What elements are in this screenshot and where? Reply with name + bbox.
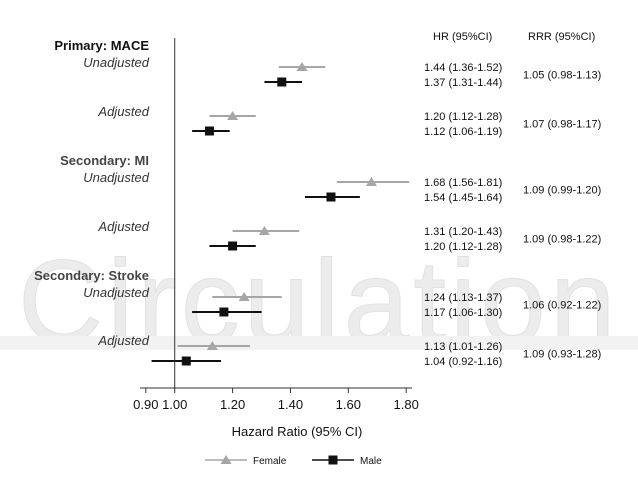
subgroup-label: Unadjusted [83,55,150,70]
rrr-column: 1.05 (0.98-1.13) 1.07 (0.98-1.17) 1.09 (0.… [523,70,601,361]
hr-value: 1.20 (1.12-1.28) [424,111,502,123]
x-tick-label: 1.20 [220,397,245,412]
hr-value: 1.13 (1.01-1.26) [424,341,502,353]
subgroup-label: Adjusted [97,219,149,234]
group-heading: Secondary: MI [60,153,149,168]
estimate-point [204,126,214,136]
estimate-point [296,62,308,71]
subgroup-label: Unadjusted [83,170,150,185]
hr-value: 1.44 (1.36-1.52) [424,62,502,74]
hr-value: 1.54 (1.45-1.64) [424,192,502,204]
estimate-point [326,192,336,202]
legend-marker [220,455,232,464]
subgroup-label: Adjusted [97,104,149,119]
rrr-value: 1.06 (0.92-1.22) [523,300,601,312]
hr-value: 1.12 (1.06-1.19) [424,126,502,138]
estimate-point [365,177,377,186]
subgroup-label: Unadjusted [83,285,150,300]
x-tick-label: 1.40 [278,397,303,412]
hr-value: 1.37 (1.31-1.44) [424,77,502,89]
estimate-point [238,292,250,301]
hr-value: 1.31 (1.20-1.43) [424,226,502,238]
rrr-value: 1.09 (0.98-1.22) [523,234,601,246]
estimate-point [227,111,239,120]
estimate-point [258,226,270,235]
x-axis-ticks: 0.90 1.00 1.20 1.40 1.60 1.80 [133,388,419,412]
x-tick-label: 1.60 [336,397,361,412]
estimate-point [206,341,218,350]
x-tick-label: 0.90 [133,397,158,412]
x-tick-label: 1.80 [394,397,419,412]
estimate-point [219,307,229,317]
rrr-value: 1.05 (0.98-1.13) [523,70,601,82]
estimate-marks [151,62,410,366]
hr-value: 1.68 (1.56-1.81) [424,177,502,189]
group-heading: Primary: MACE [54,38,149,53]
estimate-point [228,241,238,251]
x-axis-label: Hazard Ratio (95% CI) [232,424,363,439]
rrr-value: 1.09 (0.99-1.20) [523,185,601,197]
group-labels: Primary: MACE Unadjusted Adjusted Secondary… [34,38,150,348]
legend-label: Male [360,456,382,467]
estimate-point [277,77,287,87]
legend-marker [328,455,338,465]
watermark-band [0,336,638,350]
hr-column: 1.44 (1.36-1.52) 1.37 (1.31-1.44) 1.20 (1.… [424,62,502,368]
hr-value: 1.17 (1.06-1.30) [424,307,502,319]
rrr-column-header: RRR (95%CI) [528,31,595,43]
hr-value: 1.24 (1.13-1.37) [424,292,502,304]
rrr-value: 1.09 (0.93-1.28) [523,349,601,361]
estimate-point [181,356,191,366]
group-heading: Secondary: Stroke [34,268,149,283]
hr-column-header: HR (95%CI) [433,31,492,43]
hr-value: 1.20 (1.12-1.28) [424,241,502,253]
rrr-value: 1.07 (0.98-1.17) [523,119,601,131]
legend-label: Female [253,456,287,467]
subgroup-label: Adjusted [97,333,149,348]
hr-value: 1.04 (0.92-1.16) [424,356,502,368]
x-tick-label: 1.00 [162,397,187,412]
legend: Female Male [205,455,382,467]
